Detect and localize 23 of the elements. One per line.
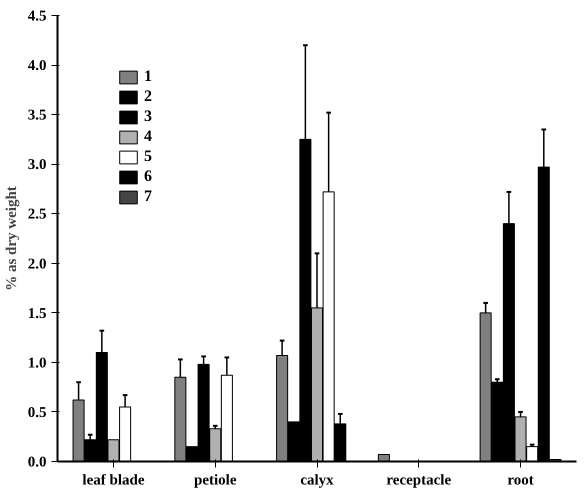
legend-label: 5 xyxy=(144,148,153,166)
x-tick-label: leaf blade xyxy=(82,472,145,488)
y-tick-label: 2.5 xyxy=(28,206,46,223)
x-tick-label: petiole xyxy=(194,472,237,488)
legend-label: 3 xyxy=(144,108,153,126)
x-tick-label: calyx xyxy=(300,472,334,488)
y-tick-label: 2.0 xyxy=(28,256,46,272)
legend-label: 6 xyxy=(144,168,153,186)
legend-label: 7 xyxy=(144,188,153,206)
y-tick-label: 1.0 xyxy=(28,355,46,372)
x-tick-label: receptacle xyxy=(386,472,452,488)
x-tick-label: root xyxy=(507,472,534,488)
y-tick-label: 0.0 xyxy=(28,454,46,470)
legend-label: 1 xyxy=(144,68,153,86)
y-tick-label: 0.5 xyxy=(28,404,46,421)
y-axis-title: % as dry weight xyxy=(4,186,20,291)
legend-label: 4 xyxy=(144,128,153,146)
y-tick-label: 4.0 xyxy=(28,58,46,74)
y-tick-label: 1.5 xyxy=(28,306,46,322)
y-tick-label: 3.0 xyxy=(28,157,46,174)
y-tick-label: 3.5 xyxy=(28,108,46,124)
legend-label: 2 xyxy=(144,88,153,106)
y-tick-label: 4.5 xyxy=(28,8,46,24)
